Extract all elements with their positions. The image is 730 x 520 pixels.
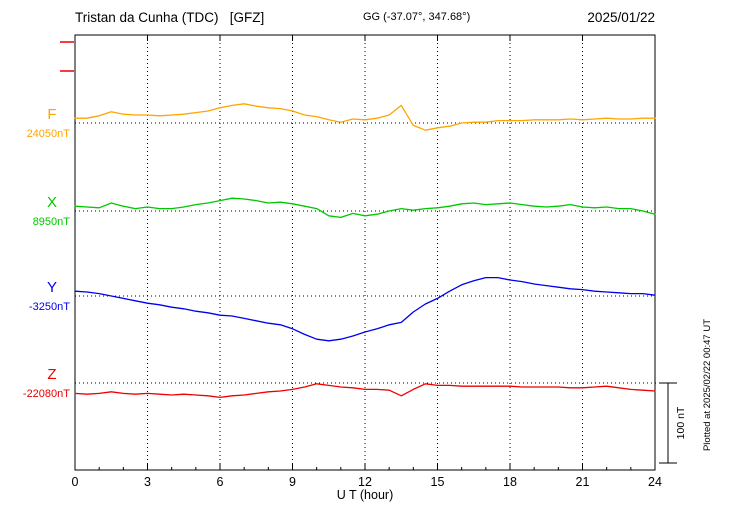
page-title: Tristan da Cunha (TDC) [GFZ] (75, 10, 264, 25)
trace-F (74, 103, 656, 131)
trace-X (74, 197, 656, 219)
x-tick-label: 24 (648, 475, 662, 489)
x-tick-label: 9 (289, 475, 296, 489)
scalebar-label: 100 nT (675, 406, 687, 439)
chart-layer: 0 3 6 9 12 15 18 21 24 F 24050nT X 8950nT Y -3250nT Z -2… (23, 34, 677, 489)
x-tick-label: 21 (576, 475, 590, 489)
series-letter-X: X (47, 194, 57, 211)
x-tick-label: 18 (503, 475, 517, 489)
series-letter-Y: Y (47, 279, 57, 296)
series-baseline-label-Y: -3250nT (29, 301, 70, 313)
x-tick-label: 0 (72, 475, 79, 489)
date-label: 2025/01/22 (587, 10, 655, 25)
series-baseline-label-F: 24050nT (27, 128, 71, 140)
plot-frame (74, 34, 656, 471)
x-tick-label: 6 (217, 475, 224, 489)
plotted-at-note: Plotted at 2025/02/22 00:47 UT (702, 319, 713, 451)
station-coordinates-label: GG (-37.07°, 347.68°) (363, 11, 470, 23)
series-letter-Z: Z (47, 366, 56, 383)
series-letter-F: F (47, 106, 56, 123)
x-axis-title: U T (hour) (337, 488, 394, 502)
trace-Y (74, 276, 656, 342)
trace-Z (74, 383, 656, 399)
x-tick-label: 3 (144, 475, 151, 489)
series-baseline-label-X: 8950nT (33, 216, 71, 228)
series-baseline-label-Z: -22080nT (23, 388, 70, 400)
x-tick-label: 12 (358, 475, 372, 489)
x-tick-label: 15 (431, 475, 445, 489)
